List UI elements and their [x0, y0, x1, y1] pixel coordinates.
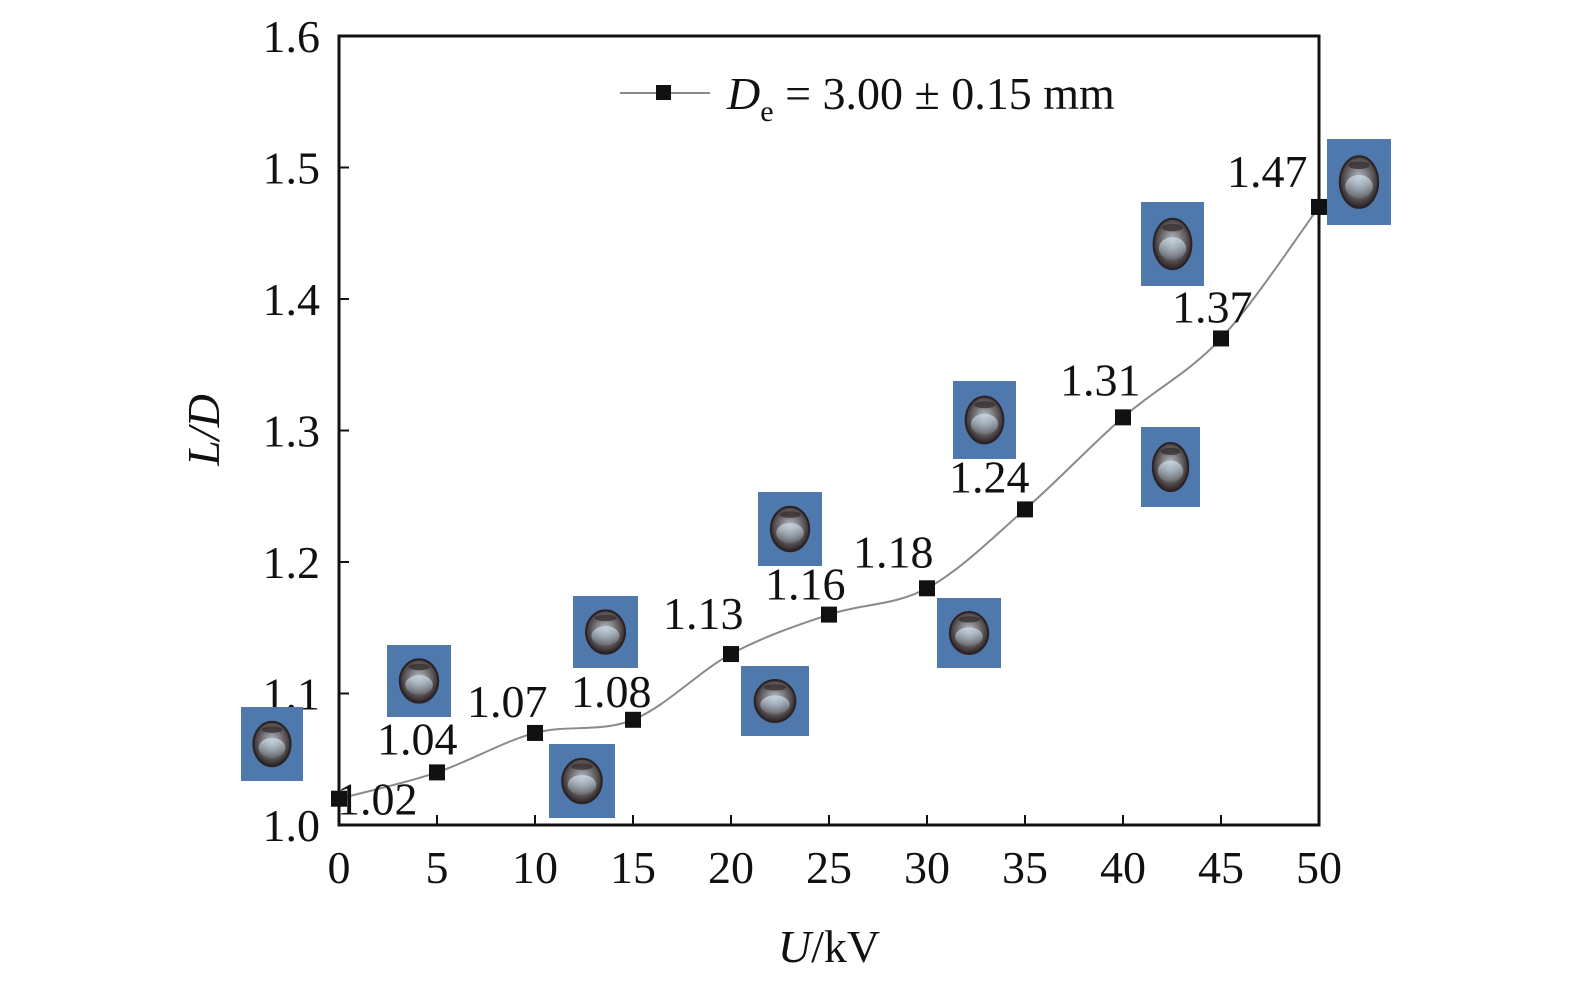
x-tick-label: 30 [904, 842, 950, 893]
data-label: 1.47 [1227, 146, 1308, 197]
legend-label: De = 3.00 ± 0.15 mm [726, 68, 1115, 128]
droplet-insets [241, 139, 1391, 818]
y-tick-label: 1.0 [263, 800, 321, 851]
x-tick-label: 35 [1002, 842, 1048, 893]
y-tick-label: 1.5 [263, 143, 321, 194]
x-tick-label: 15 [610, 842, 656, 893]
series-markers [331, 198, 1327, 807]
droplet-photo [937, 598, 1001, 668]
x-tick-label: 45 [1198, 842, 1244, 893]
droplet-photo [953, 381, 1016, 459]
data-point [1017, 501, 1033, 518]
data-point [919, 580, 935, 597]
droplet-photo [741, 666, 809, 736]
series-line [338, 206, 1320, 800]
data-label: 1.16 [765, 559, 846, 610]
x-axis-title-rest: /kV [811, 921, 880, 972]
x-axis-title-italic: U [778, 921, 814, 972]
legend-symbol: D [726, 68, 760, 119]
droplet-photo [241, 707, 303, 781]
x-axis-ticks: 0 5 10 15 20 25 30 35 40 45 50 [328, 815, 1342, 893]
y-tick-label: 1.4 [263, 274, 321, 325]
legend-marker [656, 85, 671, 100]
legend-subscript: e [760, 95, 773, 128]
y-axis-ticks: 1.01.11.21.31.41.51.6 [263, 11, 349, 851]
data-label: 1.24 [949, 451, 1030, 502]
x-tick-label: 0 [328, 842, 351, 893]
x-tick-label: 5 [426, 842, 449, 893]
data-point [625, 711, 641, 728]
droplet-photo [1327, 139, 1391, 225]
data-label: 1.18 [853, 526, 934, 577]
y-tick-label: 1.2 [263, 537, 321, 588]
droplet-photo [1141, 427, 1200, 507]
droplet-photo [758, 492, 822, 566]
data-label: 1.08 [571, 666, 652, 717]
data-label: 1.04 [377, 713, 458, 764]
legend-rest: = 3.00 ± 0.15 mm [774, 68, 1115, 119]
legend: De = 3.00 ± 0.15 mm [620, 68, 1115, 128]
data-point [1115, 409, 1131, 426]
data-label: 1.37 [1172, 281, 1253, 332]
data-label: 1.07 [467, 676, 548, 727]
data-point [331, 790, 347, 807]
data-label: 1.02 [337, 774, 418, 825]
data-point [429, 764, 445, 781]
droplet-photo [573, 596, 638, 668]
y-axis-title: L/D [178, 394, 229, 467]
data-labels: 1.02 1.041.07 1.081.13 1.161.18 1.24 1.31 1.37… [337, 146, 1308, 825]
data-label: 1.31 [1060, 354, 1141, 405]
x-tick-label: 25 [806, 842, 852, 893]
y-tick-label: 1.3 [263, 406, 321, 457]
x-tick-label: 50 [1296, 842, 1342, 893]
data-label: 1.13 [663, 588, 744, 639]
x-tick-label: 10 [512, 842, 558, 893]
y-tick-label: 1.6 [263, 11, 321, 62]
x-tick-label: 20 [708, 842, 754, 893]
droplet-photo [387, 645, 451, 717]
data-point [1213, 330, 1229, 347]
data-point [1311, 198, 1327, 215]
droplet-photo [549, 744, 615, 818]
x-axis-title: U/kV [778, 921, 880, 972]
data-point [527, 724, 543, 741]
data-point [821, 606, 837, 623]
droplet-photo [1141, 202, 1204, 286]
data-point [723, 646, 739, 663]
x-tick-label: 40 [1100, 842, 1146, 893]
